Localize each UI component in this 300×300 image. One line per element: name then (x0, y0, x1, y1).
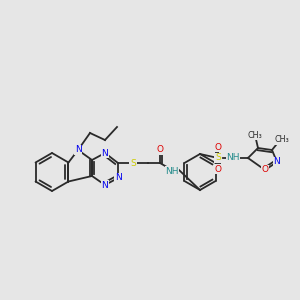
Text: CH₃: CH₃ (274, 136, 290, 145)
Text: O: O (214, 164, 221, 173)
Text: O: O (157, 146, 164, 154)
Text: O: O (262, 166, 268, 175)
Text: O: O (214, 142, 221, 152)
Text: NH: NH (226, 154, 240, 163)
Text: NH: NH (165, 167, 179, 176)
Text: N: N (75, 146, 81, 154)
Text: N: N (102, 181, 108, 190)
Text: S: S (130, 158, 136, 167)
Text: S: S (215, 154, 221, 163)
Text: CH₃: CH₃ (248, 130, 262, 140)
Text: N: N (274, 158, 280, 166)
Text: N: N (102, 148, 108, 158)
Text: N: N (115, 173, 122, 182)
